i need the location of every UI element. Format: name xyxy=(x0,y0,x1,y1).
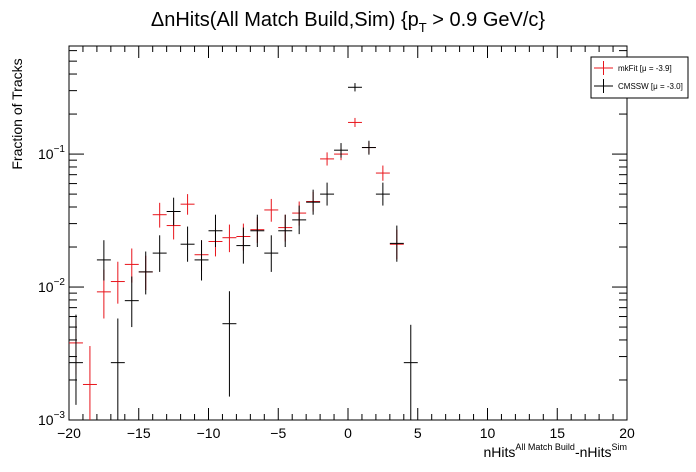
x-axis: −20 −15 −10 −5 0 5 10 15 20 xyxy=(57,46,635,441)
y-tick-label: 10−3 xyxy=(38,410,65,428)
chart-title-subscript: T xyxy=(419,20,427,35)
data-point-cmssw xyxy=(264,235,279,272)
y-axis: 10−1 10−2 10−3 xyxy=(38,50,627,428)
data-point-mkfit xyxy=(264,198,279,222)
data-point-mkfit xyxy=(82,346,97,420)
data-point-cmssw xyxy=(292,205,307,235)
chart-title-suffix: > 0.9 GeV/c} xyxy=(427,9,546,31)
data-point-cmssw xyxy=(110,318,125,420)
x-tick-label: 20 xyxy=(619,425,635,441)
legend: mkFit [μ = -3.9] CMSSW [μ = -3.0] xyxy=(590,56,689,99)
data-point-mkfit xyxy=(180,194,195,215)
data-point-cmssw xyxy=(166,197,181,226)
data-point-cmssw xyxy=(250,214,265,248)
x-tick-label: −10 xyxy=(197,425,221,441)
data-point-cmssw xyxy=(389,225,404,262)
data-point-mkfit xyxy=(320,152,335,166)
data-point-cmssw xyxy=(96,240,111,281)
chart-title-prefix: ΔnHits(All Match Build,Sim) {p xyxy=(151,9,419,31)
data-point-mkfit xyxy=(348,117,362,127)
legend-label-mkfit: mkFit [μ = -3.9] xyxy=(618,64,672,73)
x-axis-label-a: nHits xyxy=(484,444,516,460)
data-point-cmssw xyxy=(138,251,153,295)
data-point-cmssw xyxy=(180,226,195,262)
data-point-cmssw xyxy=(69,314,83,405)
data-point-cmssw xyxy=(152,235,167,272)
legend-box xyxy=(590,56,689,99)
x-tick-label: 5 xyxy=(414,425,422,441)
data-point-cmssw xyxy=(278,214,293,248)
x-tick-label: 0 xyxy=(344,425,352,441)
data-point-mkfit xyxy=(375,165,390,181)
legend-label-cmssw: CMSSW [μ = -3.0] xyxy=(618,82,683,91)
data-point-mkfit xyxy=(152,202,167,228)
series-mkfit xyxy=(69,117,404,420)
x-axis-label-b: -nHits xyxy=(575,444,612,460)
x-tick-label: −15 xyxy=(127,425,151,441)
data-point-cmssw xyxy=(403,324,418,420)
data-point-mkfit xyxy=(222,224,237,253)
x-axis-label-a-sup: All Match Build xyxy=(515,442,575,452)
x-tick-label: 15 xyxy=(549,425,565,441)
y-axis-label: Fraction of Tracks xyxy=(9,58,25,169)
x-tick-label: −5 xyxy=(270,425,286,441)
x-axis-label-b-sup: Sim xyxy=(612,442,628,452)
x-tick-label: −20 xyxy=(57,425,81,441)
data-point-cmssw xyxy=(306,189,321,215)
y-tick-label: 10−2 xyxy=(38,277,65,295)
legend-item-cmssw: CMSSW [μ = -3.0] xyxy=(594,79,683,93)
data-point-cmssw xyxy=(236,227,251,264)
data-point-cmssw xyxy=(375,182,390,206)
legend-item-mkfit: mkFit [μ = -3.9] xyxy=(594,61,672,75)
data-point-cmssw xyxy=(208,214,223,248)
series-layer xyxy=(69,83,418,420)
y-tick-label: 10−1 xyxy=(38,144,65,162)
series-cmssw xyxy=(69,83,418,420)
data-point-cmssw xyxy=(334,143,348,158)
data-point-cmssw xyxy=(124,276,139,328)
data-point-cmssw xyxy=(361,140,376,155)
x-axis-label: nHitsAll Match Build-nHitsSim xyxy=(484,442,628,460)
data-point-cmssw xyxy=(222,291,237,397)
data-point-cmssw xyxy=(320,182,335,206)
chart-title: ΔnHits(All Match Build,Sim) {pT > 0.9 Ge… xyxy=(151,9,546,35)
plot-frame xyxy=(68,45,628,421)
x-tick-label: 10 xyxy=(480,425,496,441)
data-point-mkfit xyxy=(110,261,125,304)
data-point-cmssw xyxy=(348,83,362,92)
data-point-cmssw xyxy=(194,240,209,281)
